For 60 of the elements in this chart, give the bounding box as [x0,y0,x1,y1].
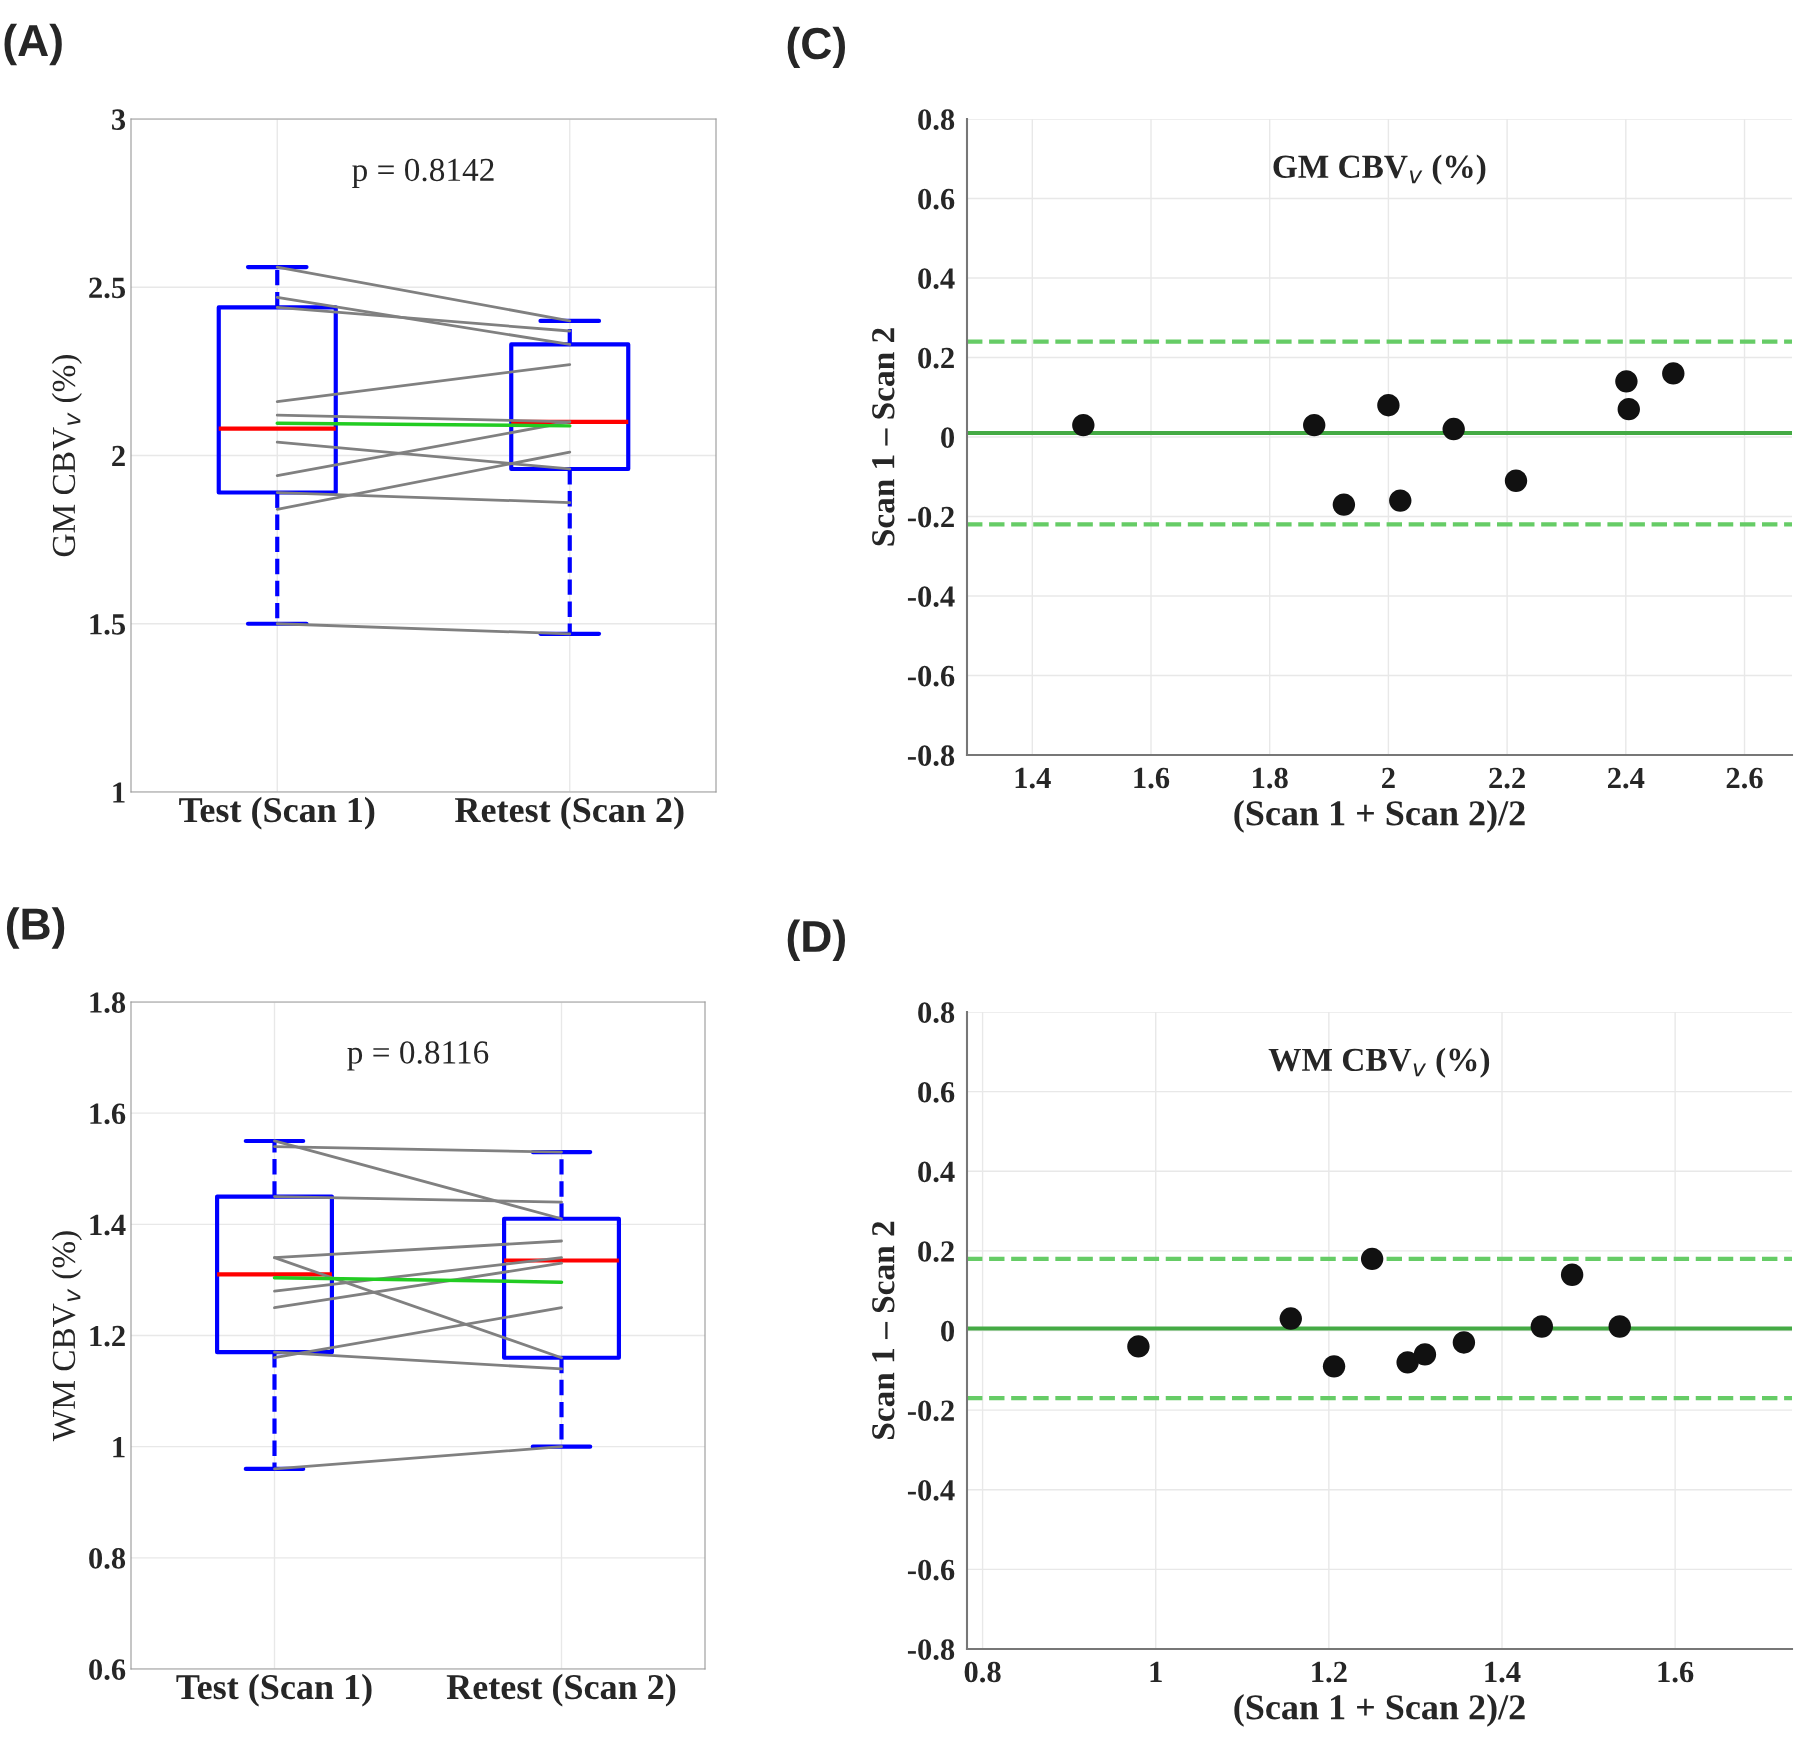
x-tick-label: 2 [1382,767,1395,789]
x-tick-label: 2.6 [1726,767,1763,789]
y-tick-label: 1.4 [90,1214,126,1236]
x-tick-label: 1 [1150,1661,1162,1683]
y-tick-label: 0.8 [918,109,955,131]
y-tick-label: 1.8 [90,992,126,1014]
y-tick-label: 1.6 [90,1103,126,1125]
x-tick-label: 1.4 [1485,1661,1521,1683]
y-tick-label: 0.4 [918,268,955,290]
y-tick-label: -0.4 [907,586,955,608]
annotation: GM CBV$_{v}$ (%) [1273,154,1486,185]
x-tick-label: Test (Scan 1) [176,1673,372,1707]
x-tick-label: 1.4 [1015,767,1051,789]
x-tick-label: 2.2 [1489,767,1525,789]
y-tick-label: 0.6 [918,1081,955,1103]
x-tick-label: 2.4 [1608,767,1645,789]
y-tick-label: 1.2 [90,1325,125,1347]
y-tick-label: -0.6 [907,1559,955,1581]
chart-title: (A) [4,23,62,66]
x-tick-label: 1.2 [1312,1661,1347,1683]
y-tick-label: 0.6 [89,1659,126,1681]
y-tick-label: 1 [113,1437,125,1458]
y-axis-title: GM CBV$_{v}$ (%) [51,355,82,557]
x-tick-label: 1.6 [1134,767,1170,789]
x-tick-label: Retest (Scan 2) [455,796,684,830]
y-tick-label: 3 [112,109,126,130]
y-tick-label: 0 [941,1320,955,1342]
y-tick-label: 0 [941,427,955,448]
y-tick-label: 0.2 [918,1241,954,1262]
x-tick-label: 1.6 [1658,1661,1694,1683]
y-tick-label: -0.2 [907,506,954,528]
x-tick-label: 1.8 [1253,767,1288,789]
annotation: p = 0.8142 [352,158,494,188]
y-tick-label: -0.6 [907,665,955,687]
y-tick-label: 2.5 [89,277,126,299]
y-axis-title: WM CBV$_{v}$ (%) [51,1231,82,1442]
y-tick-label: -0.2 [907,1400,954,1422]
annotation: WM CBV$_{v}$ (%) [1268,1047,1490,1078]
chart-title: (B) [6,907,65,949]
x-tick-label: 0.8 [964,1661,1001,1683]
chart-title: (C) [787,26,845,69]
y-tick-label: 1 [113,782,125,803]
x-axis-title: (Scan 1 + Scan 2)/2 [1234,1694,1525,1727]
y-axis-title: Scan 1 – Scan 2 [872,328,895,546]
y-tick-label: 0.6 [918,188,955,210]
x-tick-label: Test (Scan 1) [179,796,375,830]
y-tick-label: 0.2 [918,347,954,369]
y-tick-label: 0.8 [918,1002,955,1024]
y-tick-label: 2 [112,445,125,467]
y-tick-label: -0.8 [907,745,955,767]
y-tick-label: 0.8 [89,1548,126,1569]
annotation: p = 0.8116 [347,1041,489,1071]
y-tick-label: -0.8 [907,1639,955,1661]
x-tick-label: Retest (Scan 2) [446,1673,676,1707]
y-axis-title: Scan 1 – Scan 2 [872,1221,895,1439]
x-axis-title: (Scan 1 + Scan 2)/2 [1234,800,1525,833]
y-tick-label: -0.4 [907,1480,955,1501]
y-tick-label: 1.5 [90,614,126,635]
y-tick-label: 0.4 [918,1161,955,1183]
chart-title: (D) [787,919,845,962]
